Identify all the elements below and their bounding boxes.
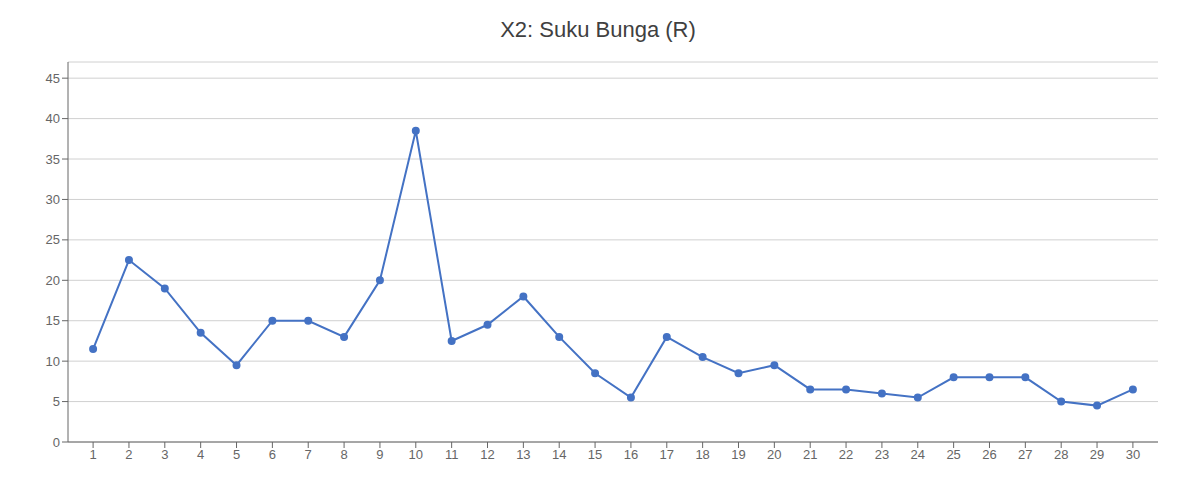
svg-text:10: 10 <box>409 447 423 462</box>
svg-text:4: 4 <box>197 447 204 462</box>
svg-text:17: 17 <box>660 447 674 462</box>
svg-text:20: 20 <box>767 447 781 462</box>
svg-text:5: 5 <box>233 447 240 462</box>
svg-text:27: 27 <box>1018 447 1032 462</box>
svg-text:7: 7 <box>305 447 312 462</box>
svg-text:30: 30 <box>46 192 60 207</box>
svg-text:25: 25 <box>946 447 960 462</box>
svg-text:20: 20 <box>46 273 60 288</box>
svg-text:3: 3 <box>161 447 168 462</box>
svg-text:18: 18 <box>695 447 709 462</box>
svg-text:35: 35 <box>46 152 60 167</box>
svg-text:0: 0 <box>53 435 60 450</box>
svg-text:19: 19 <box>731 447 745 462</box>
svg-text:21: 21 <box>803 447 817 462</box>
svg-text:22: 22 <box>839 447 853 462</box>
svg-text:9: 9 <box>376 447 383 462</box>
svg-text:30: 30 <box>1126 447 1140 462</box>
svg-text:45: 45 <box>46 71 60 86</box>
svg-text:1: 1 <box>89 447 96 462</box>
svg-text:8: 8 <box>340 447 347 462</box>
svg-text:24: 24 <box>911 447 925 462</box>
svg-text:2: 2 <box>125 447 132 462</box>
svg-text:40: 40 <box>46 111 60 126</box>
svg-text:28: 28 <box>1054 447 1068 462</box>
svg-text:15: 15 <box>588 447 602 462</box>
svg-text:10: 10 <box>46 354 60 369</box>
svg-text:6: 6 <box>269 447 276 462</box>
svg-text:23: 23 <box>875 447 889 462</box>
svg-text:26: 26 <box>982 447 996 462</box>
svg-text:14: 14 <box>552 447 566 462</box>
svg-text:13: 13 <box>516 447 530 462</box>
svg-text:12: 12 <box>480 447 494 462</box>
svg-text:25: 25 <box>46 232 60 247</box>
svg-text:5: 5 <box>53 394 60 409</box>
svg-text:11: 11 <box>445 447 459 462</box>
html-text:X2: Suku Bunga (R): X2: Suku Bunga (R) <box>500 17 696 42</box>
svg-text:15: 15 <box>46 313 60 328</box>
svg-text:29: 29 <box>1090 447 1104 462</box>
svg-text:16: 16 <box>624 447 638 462</box>
